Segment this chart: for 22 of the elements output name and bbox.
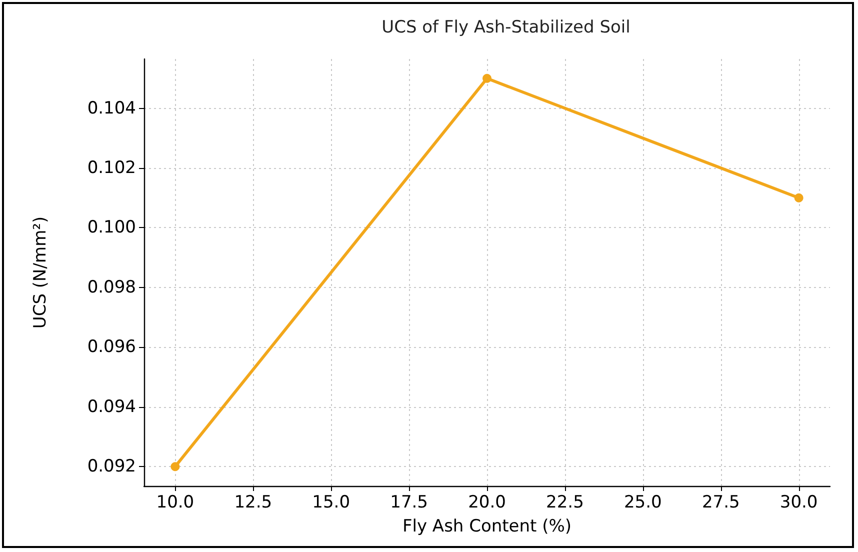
y-tick-label: 0.098 (87, 277, 136, 298)
y-tick-label: 0.092 (87, 456, 136, 477)
x-tick-label: 12.5 (234, 492, 272, 512)
point (794, 193, 804, 202)
x-tick-label: 10.0 (156, 492, 194, 512)
x-tick-label: 15.0 (312, 492, 350, 512)
point (482, 74, 492, 83)
x-tick-label: 20.0 (468, 492, 506, 512)
x-tick-label: 27.5 (702, 492, 740, 512)
x-tick-label: 25.0 (624, 492, 662, 512)
x-axis-title: Fly Ash Content (%) (402, 516, 572, 536)
y-tick-label: 0.096 (87, 337, 136, 358)
y-tick-label: 0.094 (87, 396, 136, 417)
x-tick-label: 17.5 (390, 492, 428, 512)
y-axis-title: UCS (N/mm²) (30, 216, 50, 329)
y-tick-label: 0.104 (87, 98, 136, 118)
y-tick-label: 0.100 (87, 218, 136, 238)
x-tick-label: 30.0 (780, 492, 818, 512)
y-tick-label: 0.102 (87, 158, 136, 178)
chart-title: UCS of Fly Ash-Stabilized Soil (382, 18, 630, 38)
point (170, 462, 180, 472)
x-tick-label: 22.5 (546, 492, 584, 512)
